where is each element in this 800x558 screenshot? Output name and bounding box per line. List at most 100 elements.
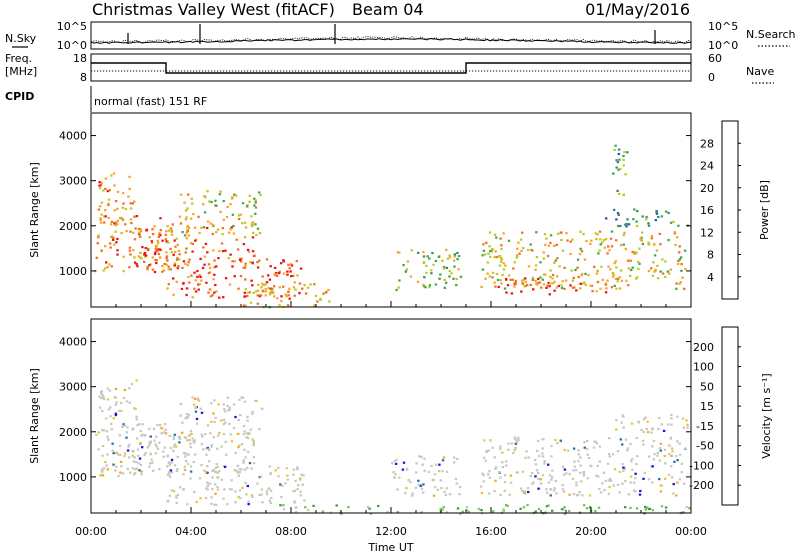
data-cell [237, 418, 240, 422]
data-cell [287, 294, 290, 297]
data-cell [190, 197, 193, 200]
y-tick-label: 2000 [59, 220, 87, 233]
data-cell [191, 250, 194, 253]
data-cell [607, 265, 610, 268]
data-cell [154, 245, 158, 248]
data-cell [522, 506, 526, 509]
data-cell [657, 215, 660, 219]
data-cell [498, 471, 501, 474]
data-cell [658, 447, 662, 450]
data-cell [268, 293, 272, 296]
data-cell [155, 445, 158, 448]
data-cell [254, 199, 257, 202]
data-cell [152, 469, 155, 472]
data-cell [156, 239, 159, 242]
data-cell [495, 272, 499, 276]
data-cell [108, 242, 112, 245]
data-cell [194, 410, 198, 413]
data-cell [294, 506, 298, 509]
data-cell [548, 285, 551, 288]
data-cell [319, 298, 322, 301]
data-cell [167, 229, 170, 232]
data-cell [191, 242, 195, 246]
data-cell [481, 472, 484, 475]
data-cell [173, 239, 176, 242]
data-cell [494, 467, 497, 470]
data-cell [280, 262, 283, 265]
data-cell [187, 453, 190, 456]
data-cell [190, 432, 193, 435]
data-cell [659, 243, 662, 246]
data-cell [647, 455, 651, 458]
data-cell [563, 287, 566, 290]
data-cell [224, 249, 227, 252]
data-cell [443, 267, 446, 270]
data-cell [211, 294, 214, 297]
data-cell [423, 276, 426, 279]
data-cell [563, 448, 566, 452]
data-cell [674, 243, 677, 247]
data-cell [616, 212, 620, 215]
data-cell [120, 465, 123, 468]
data-cell [166, 287, 169, 290]
data-cell [495, 466, 498, 469]
data-cell [232, 224, 235, 228]
data-cell [522, 247, 525, 250]
data-cell [139, 429, 142, 432]
data-cell [104, 177, 108, 180]
data-cell [187, 261, 190, 264]
data-cell [428, 286, 431, 289]
data-cell [524, 280, 527, 283]
data-cell [652, 440, 656, 443]
data-cell [483, 439, 486, 442]
data-cell [556, 275, 559, 278]
data-cell [194, 279, 197, 282]
data-cell [510, 442, 514, 445]
colorbar-frame [721, 120, 739, 300]
data-cell [547, 281, 550, 284]
data-cell [237, 217, 241, 221]
data-cell [285, 295, 288, 298]
data-cell [678, 282, 681, 285]
data-cell [133, 473, 136, 476]
data-cell [621, 443, 624, 446]
data-cell [588, 506, 592, 509]
data-cell [565, 472, 568, 475]
data-cell [327, 289, 330, 292]
data-cell [499, 447, 502, 450]
data-cell [418, 455, 421, 458]
data-cell [635, 463, 638, 466]
data-cell [199, 257, 202, 260]
data-cell [503, 480, 507, 484]
data-cell [99, 217, 102, 220]
data-cell [200, 226, 203, 229]
data-cell [251, 412, 254, 415]
data-cell [562, 490, 566, 493]
data-cell [514, 447, 517, 450]
data-cell [261, 282, 264, 285]
data-cell [563, 506, 566, 509]
data-cell [647, 478, 651, 481]
data-cell [507, 442, 510, 445]
data-cell [239, 275, 243, 278]
nsearch-label: N.Search [746, 28, 796, 41]
data-cell [618, 276, 621, 279]
data-cell [173, 464, 177, 467]
data-cell [443, 286, 446, 289]
data-cell [659, 270, 662, 273]
data-cell [488, 275, 491, 278]
data-cell [170, 471, 174, 474]
data-cell [111, 235, 114, 238]
data-cell [501, 466, 505, 469]
data-cell [178, 215, 182, 218]
data-cell [165, 256, 168, 260]
data-cell [313, 304, 316, 307]
data-cell [543, 460, 546, 463]
data-cell [181, 231, 184, 234]
data-cell [563, 266, 566, 269]
data-cell [226, 396, 229, 399]
data-cell [138, 231, 141, 234]
data-cell [594, 440, 597, 443]
data-cell [609, 478, 612, 481]
